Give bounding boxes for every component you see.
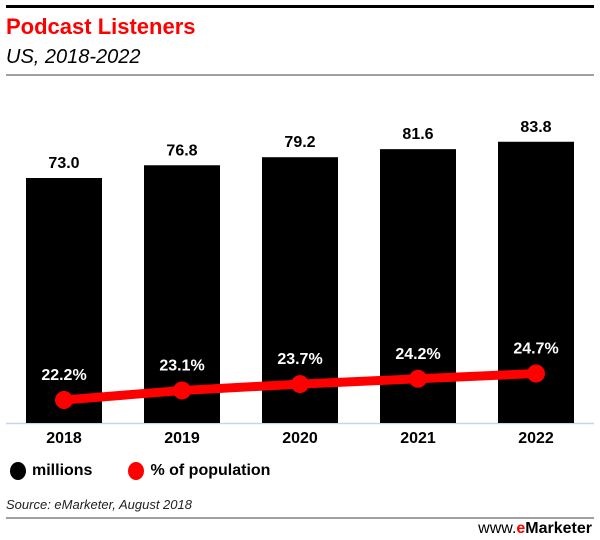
point-2020 bbox=[291, 375, 309, 394]
point-label-2019: 23.1% bbox=[159, 357, 204, 374]
header-divider bbox=[6, 74, 594, 76]
legend-swatch-millions bbox=[10, 462, 26, 480]
top-rule bbox=[6, 5, 594, 8]
bar-label-2018: 73.0 bbox=[48, 155, 79, 172]
footer-logo: www.eMarketer bbox=[478, 520, 592, 537]
x-tick-2018: 2018 bbox=[46, 430, 82, 447]
point-2019 bbox=[173, 381, 191, 400]
x-tick-2022: 2022 bbox=[518, 430, 554, 447]
legend-swatch-percent bbox=[128, 462, 145, 480]
source-note: Source: eMarketer, August 2018 bbox=[6, 497, 192, 512]
plot-area: 73.0 2018 76.8 2019 79.2 2020 81.6 2021 83.8 2022… bbox=[6, 119, 594, 447]
point-label-2020: 23.7% bbox=[277, 351, 322, 368]
legend-label-millions: millions bbox=[32, 462, 93, 479]
point-label-2022: 24.7% bbox=[513, 341, 558, 358]
x-tick-2021: 2021 bbox=[400, 430, 436, 447]
point-label-2021: 24.2% bbox=[395, 346, 440, 363]
point-label-2018: 22.2% bbox=[41, 367, 86, 384]
x-tick-2019: 2019 bbox=[164, 430, 200, 447]
x-tick-2020: 2020 bbox=[282, 430, 318, 447]
point-2021 bbox=[409, 369, 427, 388]
point-2018 bbox=[55, 391, 73, 409]
chart-subtitle: US, 2018-2022 bbox=[6, 46, 141, 68]
legend: millions % of population bbox=[10, 462, 270, 480]
legend-label-percent: % of population bbox=[150, 462, 271, 479]
chart-title: Podcast Listeners bbox=[6, 14, 196, 39]
bar-label-2019: 76.8 bbox=[166, 142, 197, 159]
bar-label-2022: 83.8 bbox=[520, 119, 551, 136]
bar-2019 bbox=[144, 165, 220, 423]
bar-label-2020: 79.2 bbox=[284, 134, 315, 151]
bar-2018 bbox=[26, 178, 102, 423]
footer-divider bbox=[6, 517, 594, 519]
point-2022 bbox=[527, 364, 545, 383]
bar-label-2021: 81.6 bbox=[402, 126, 433, 143]
